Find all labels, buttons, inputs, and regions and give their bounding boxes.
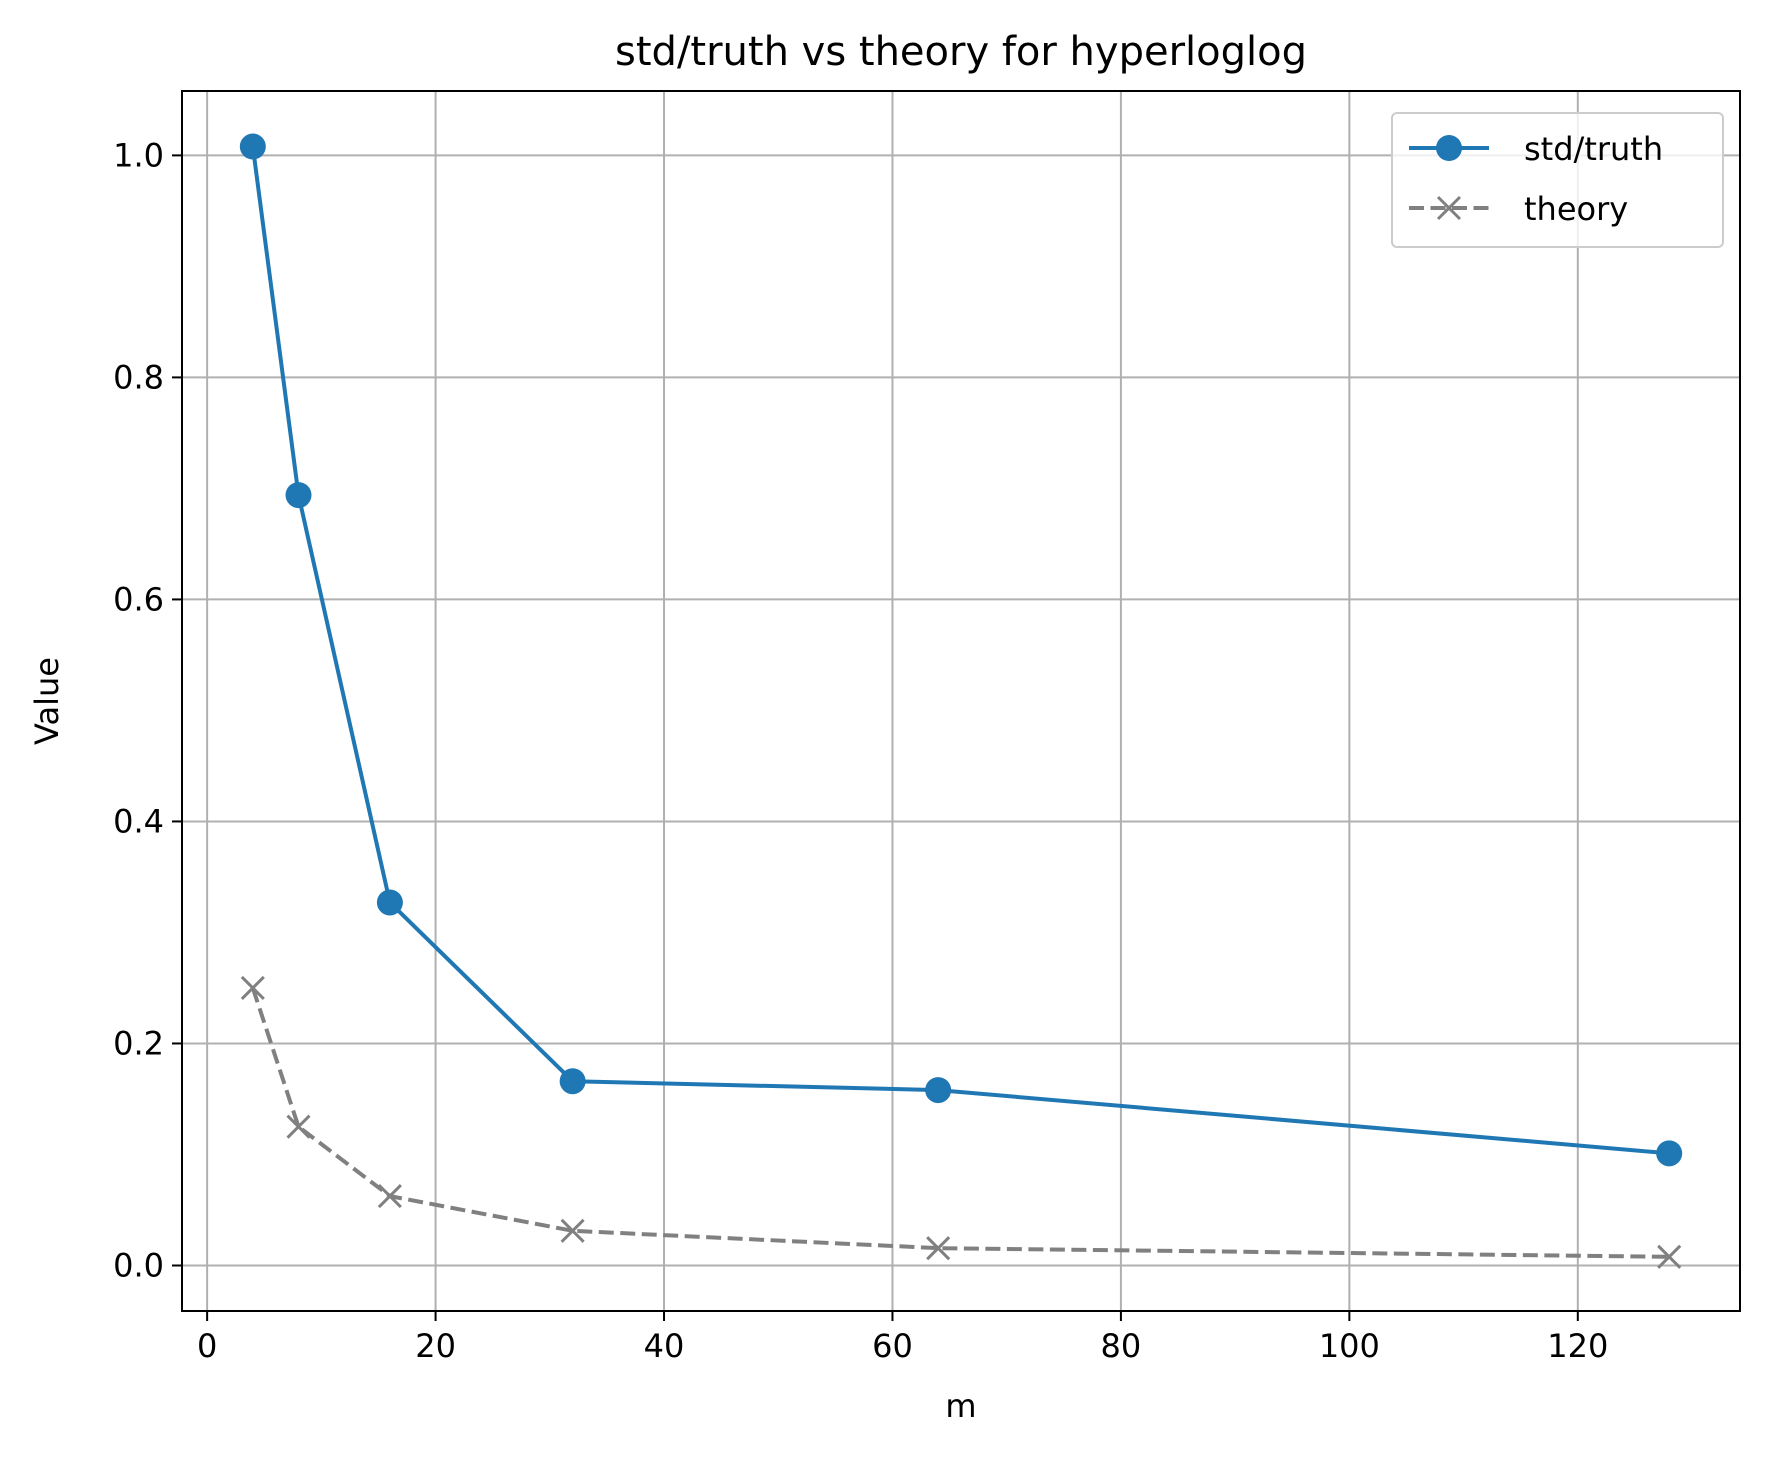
series-line xyxy=(250,146,1670,1156)
legend-item: std/truth xyxy=(1409,130,1663,168)
data-point xyxy=(1656,1140,1683,1167)
data-point xyxy=(926,1236,951,1261)
x-tick-label: 80 xyxy=(1101,1327,1142,1365)
data-point xyxy=(376,889,403,916)
series-0 xyxy=(239,133,1683,1167)
y-tick-label: 0.6 xyxy=(113,580,164,618)
data-point xyxy=(377,1184,402,1209)
legend-marker xyxy=(1436,135,1462,161)
chart-title: std/truth vs theory for hyperloglog xyxy=(615,29,1307,75)
data-point xyxy=(240,975,265,1001)
data-point xyxy=(1657,1244,1682,1269)
y-tick-label: 1.0 xyxy=(113,136,164,174)
series-1 xyxy=(240,975,1682,1269)
plot-frame xyxy=(181,90,1741,1312)
x-tick-label: 20 xyxy=(415,1327,456,1365)
series-layer xyxy=(239,133,1683,1269)
data-point xyxy=(925,1077,952,1104)
x-tick-label: 60 xyxy=(872,1327,913,1365)
legend-label: std/truth xyxy=(1524,130,1663,168)
data-point xyxy=(286,1114,311,1139)
x-tick-label: 0 xyxy=(197,1327,217,1365)
y-tick-label: 0.8 xyxy=(113,358,164,396)
series-line xyxy=(250,987,1670,1259)
y-tick-label: 0.0 xyxy=(113,1246,164,1284)
legend-item: theory xyxy=(1409,190,1628,228)
axis-ticks: 0 20 40 60 80 100 120 0.0 0.2 0.4 0.6 0.8 1.0 xyxy=(113,136,1608,1365)
data-point xyxy=(559,1068,586,1095)
legend-marker xyxy=(1436,195,1462,221)
legend: std/truth theory xyxy=(1391,112,1724,248)
data-point xyxy=(285,482,312,509)
data-point xyxy=(560,1218,585,1243)
y-tick-label: 0.2 xyxy=(113,1024,164,1062)
y-axis-label: Value xyxy=(28,657,66,745)
data-point xyxy=(239,133,266,160)
x-axis-label: m xyxy=(945,1387,976,1425)
y-tick-label: 0.4 xyxy=(113,802,164,840)
x-tick-label: 120 xyxy=(1547,1327,1608,1365)
grid-lines xyxy=(182,91,1740,1311)
legend-label: theory xyxy=(1524,190,1628,228)
x-tick-label: 100 xyxy=(1319,1327,1380,1365)
x-tick-label: 40 xyxy=(644,1327,685,1365)
